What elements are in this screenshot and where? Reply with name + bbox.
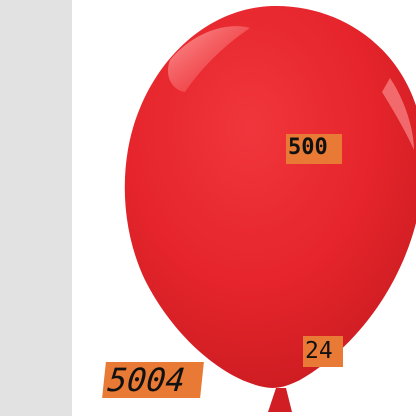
balloon-knot — [268, 388, 292, 412]
balloon-body — [124, 5, 416, 388]
balloon-right-highlight — [382, 78, 414, 150]
tag-label-center: 500 — [286, 134, 342, 164]
tag-label-knot: 24 — [303, 336, 343, 367]
tag-label-bottom-left: 5004 — [102, 361, 204, 399]
left-gray-strip — [0, 0, 72, 416]
balloon-shine — [167, 26, 250, 92]
